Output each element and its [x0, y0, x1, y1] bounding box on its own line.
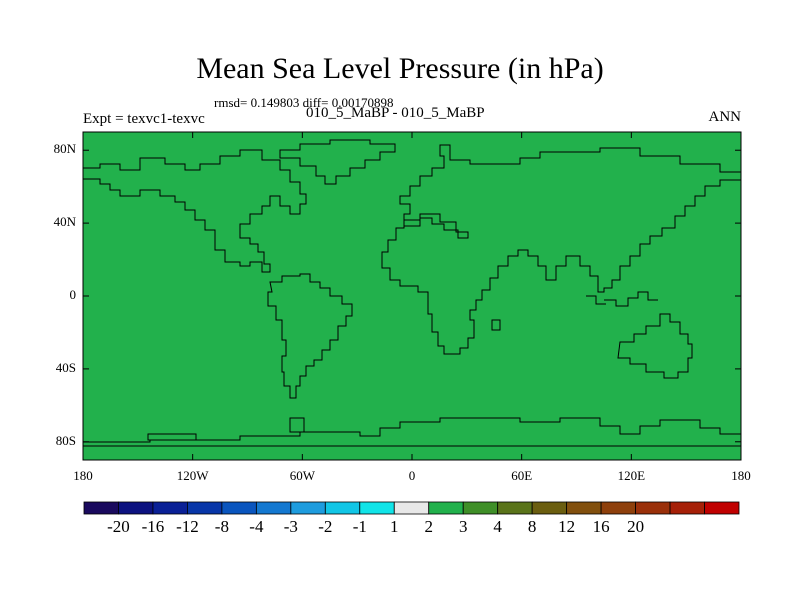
colorbar-box [221, 501, 257, 515]
colorbar-label: 12 [558, 517, 575, 536]
colorbar-label: -1 [353, 517, 367, 536]
latitude-labels: 80N 40N 0 40S 80S [54, 141, 77, 448]
coast-indonesia [586, 291, 658, 307]
experiment-label: Expt = texvc1-texvc [83, 111, 205, 127]
plot-title: Mean Sea Level Pressure (in hPa) [196, 52, 604, 85]
colorbar-label: -3 [284, 517, 298, 536]
colorbar-box [393, 501, 430, 515]
lon-label: 180 [731, 468, 751, 483]
coast-north-america-greenland [83, 149, 307, 273]
longitude-labels: 180 120W 60W 0 60E 120E 180 [73, 468, 751, 483]
colorbar-box [566, 501, 602, 515]
colorbar-label: 1 [390, 517, 399, 536]
colorbar-label: -2 [318, 517, 332, 536]
coast-australia [617, 313, 693, 379]
colorbar-box [324, 501, 361, 515]
coast-eurasia-africa [381, 144, 742, 355]
colorbar-box [83, 501, 119, 515]
colorbar-box [669, 501, 705, 515]
lat-label: 80S [56, 433, 76, 448]
colorbar-label: 4 [493, 517, 502, 536]
coast-antarctica [83, 417, 741, 443]
colorbar-box [152, 501, 188, 515]
colorbar-box [704, 501, 740, 515]
colorbar-label: -4 [249, 517, 264, 536]
lon-label: 120E [618, 468, 646, 483]
colorbar-box [600, 501, 636, 515]
colorbar-label: 20 [627, 517, 644, 536]
colorbar-box [462, 501, 499, 515]
colorbar-box [118, 501, 154, 515]
colorbar-label: -8 [215, 517, 229, 536]
period-label: 010_5_MaBP - 010_5_MaBP [306, 105, 485, 121]
colorbar-box [635, 501, 671, 515]
season-label: ANN [708, 109, 742, 125]
coast-madagascar [491, 319, 501, 331]
axis-ticks [82, 132, 742, 460]
colorbar-label: 16 [593, 517, 610, 536]
lon-label: 60W [290, 468, 316, 483]
colorbar-labels: -20 -16 -12 -8 -4 -3 -2 -1 1 2 3 4 8 12 … [107, 517, 644, 536]
colorbar-box [359, 501, 395, 515]
lat-label: 80N [54, 141, 77, 156]
lon-label: 180 [73, 468, 93, 483]
colorbar-label: -16 [142, 517, 165, 536]
colorbar-box [187, 501, 223, 515]
lon-label: 120W [177, 468, 210, 483]
colorbar-label: -20 [107, 517, 130, 536]
colorbar-box [497, 501, 533, 515]
coastlines [83, 139, 742, 447]
lat-label: 40N [54, 214, 77, 229]
colorbar-label: 3 [459, 517, 468, 536]
colorbar-box [290, 501, 326, 515]
colorbar-box [428, 501, 464, 515]
lon-label: 60E [511, 468, 532, 483]
colorbar-box [255, 501, 292, 515]
map-field [83, 132, 741, 460]
colorbar-label: 8 [528, 517, 537, 536]
stats-text: rmsd= 0.149803 diff= 0.00170898 [214, 95, 394, 110]
lat-label: 40S [56, 360, 76, 375]
lon-label: 0 [409, 468, 416, 483]
colorbar-label: -12 [176, 517, 199, 536]
lat-label: 0 [70, 287, 77, 302]
colorbar-label: 2 [424, 517, 433, 536]
coast-antarctic-inner [83, 417, 741, 447]
coast-greenland [279, 139, 396, 185]
colorbar-box [531, 501, 568, 515]
coast-mediterranean [404, 213, 469, 239]
colorbar [83, 501, 740, 515]
coast-south-america [267, 273, 353, 399]
